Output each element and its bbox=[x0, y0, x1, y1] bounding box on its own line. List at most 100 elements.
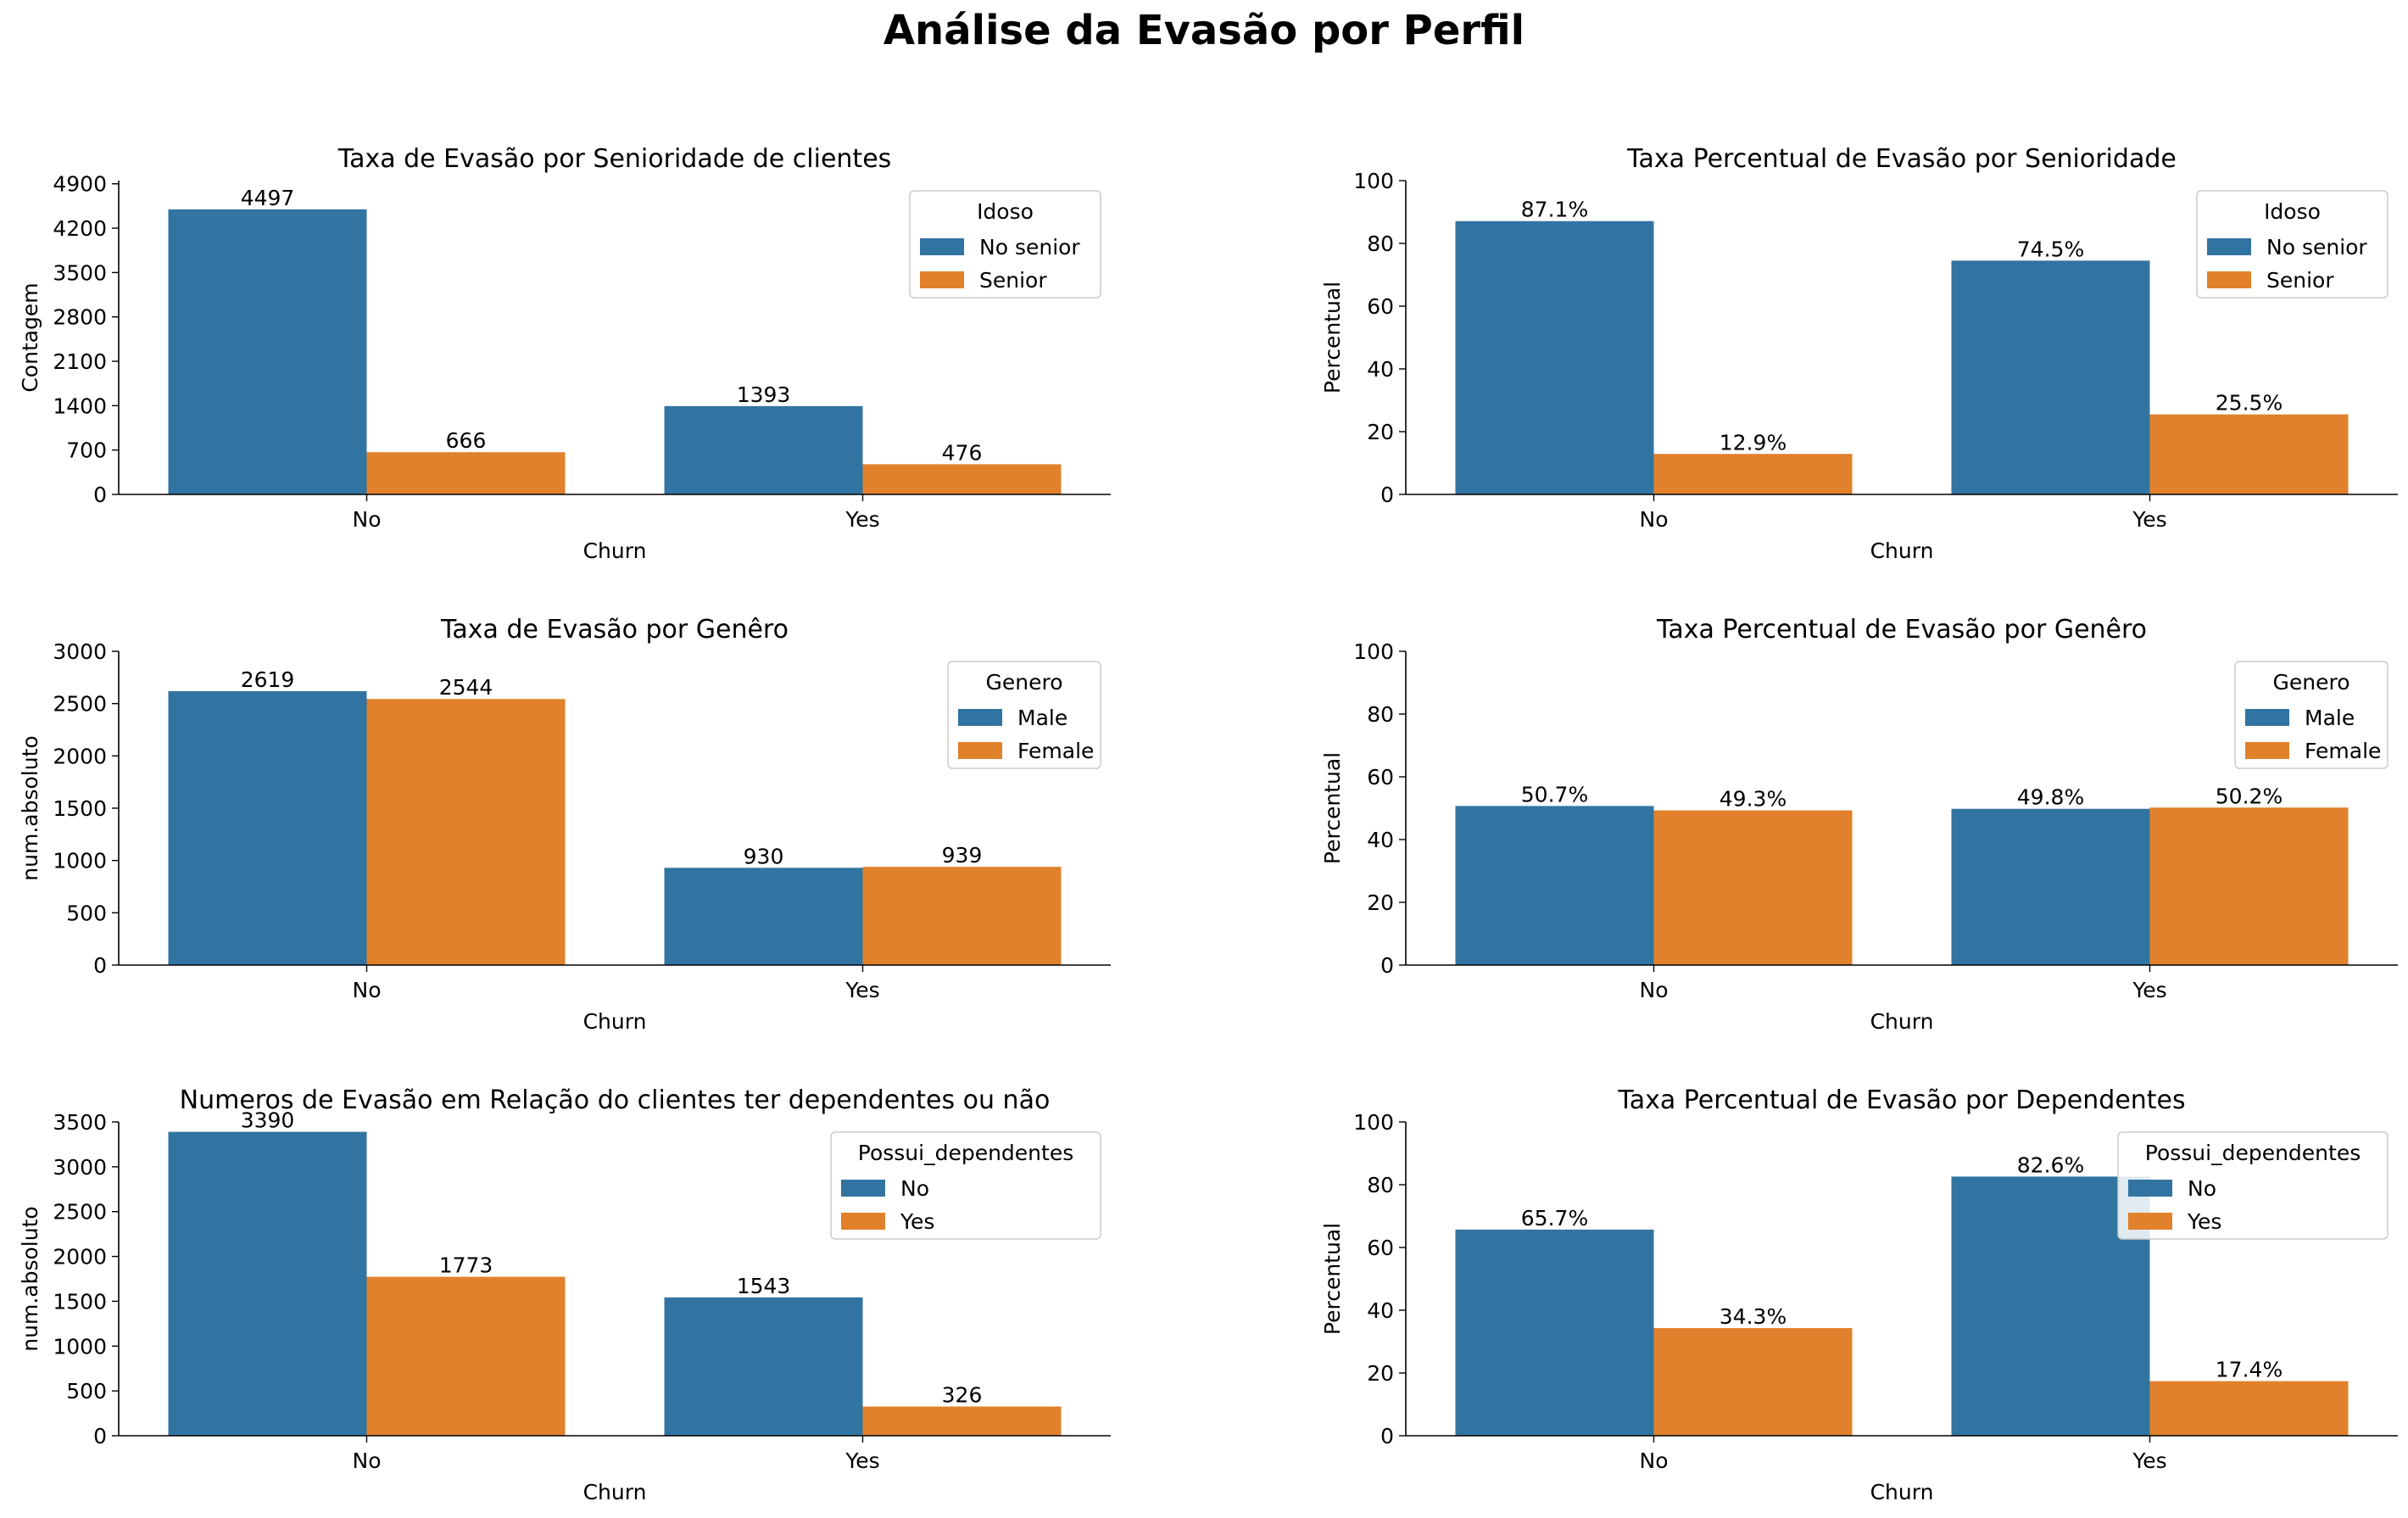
y-tick-label: 500 bbox=[66, 1379, 107, 1404]
legend-box bbox=[2117, 1131, 2388, 1240]
legend-swatch bbox=[958, 742, 1002, 759]
y-tick-label: 0 bbox=[1380, 483, 1394, 507]
bar-value-label: 4497 bbox=[241, 186, 295, 210]
y-axis-label: Percentual bbox=[1320, 752, 1345, 864]
legend-label: No bbox=[2188, 1176, 2216, 1201]
bar-value-label: 87.1% bbox=[1521, 198, 1588, 222]
subplot-2: 87.1% 74.5% 12.9% 25.5% 0 20 40 60 80 100 No Yes Chu… bbox=[1320, 144, 2398, 563]
y-tick-label: 60 bbox=[1367, 294, 1394, 319]
legend-box bbox=[947, 661, 1101, 769]
bar-value-label: 25.5% bbox=[2216, 391, 2283, 416]
y-tick-label: 20 bbox=[1367, 890, 1394, 915]
bar-female-yes bbox=[2149, 807, 2349, 965]
y-tick-label: 100 bbox=[1353, 169, 1394, 193]
y-tick-label: 2500 bbox=[53, 1200, 107, 1225]
y-tick-label: 1000 bbox=[53, 1334, 107, 1359]
y-tick-label: 1400 bbox=[53, 393, 107, 418]
x-axis-label: Churn bbox=[583, 1480, 647, 1504]
legend-label: Senior bbox=[979, 268, 1047, 293]
bar-value-label: 1773 bbox=[439, 1253, 493, 1278]
legend-box bbox=[2234, 661, 2388, 769]
legend: Genero Male Female bbox=[2234, 661, 2388, 769]
y-tick-label: 80 bbox=[1367, 232, 1394, 256]
x-axis-label: Churn bbox=[1870, 539, 1934, 563]
legend-swatch bbox=[2245, 742, 2289, 759]
bar-value-label: 65.7% bbox=[1521, 1206, 1588, 1231]
bar-value-label: 1543 bbox=[737, 1274, 791, 1298]
y-axis-label: Percentual bbox=[1320, 1223, 1345, 1335]
legend-title: Possui_dependentes bbox=[858, 1141, 1073, 1165]
subplot-title: Taxa de Evasão por Genêro bbox=[440, 615, 789, 645]
bar-yes-no bbox=[366, 1276, 566, 1436]
y-tick-label: 60 bbox=[1367, 765, 1394, 790]
y-tick-label: 1500 bbox=[53, 796, 107, 821]
y-axis-label: num.absoluto bbox=[18, 735, 42, 880]
bar-no-senior-yes bbox=[1951, 260, 2150, 494]
legend-swatch bbox=[2128, 1180, 2172, 1197]
bar-value-label: 2544 bbox=[439, 675, 493, 700]
legend-title: Genero bbox=[2272, 670, 2349, 695]
bar-senior-no bbox=[1653, 454, 1853, 494]
y-tick-label: 3500 bbox=[53, 260, 107, 285]
y-axis-label: Percentual bbox=[1320, 282, 1345, 393]
legend: Idoso No senior Senior bbox=[2196, 190, 2388, 299]
y-tick-label: 0 bbox=[1380, 1424, 1394, 1448]
y-tick-label: 4200 bbox=[53, 216, 107, 241]
legend-label: Female bbox=[2305, 739, 2381, 763]
bar-value-label: 50.2% bbox=[2216, 784, 2283, 808]
x-tick-label: No bbox=[353, 978, 382, 1002]
bar-yes-no bbox=[1653, 1328, 1853, 1436]
y-tick-label: 40 bbox=[1367, 357, 1394, 382]
x-tick-label: Yes bbox=[2132, 1448, 2166, 1473]
bar-value-label: 3390 bbox=[241, 1108, 295, 1133]
bar-male-no bbox=[168, 690, 367, 965]
bar-female-yes bbox=[862, 867, 1062, 965]
legend-box bbox=[909, 190, 1101, 299]
y-tick-label: 3000 bbox=[53, 1155, 107, 1180]
x-tick-label: Yes bbox=[844, 978, 879, 1002]
legend-label: Yes bbox=[900, 1209, 934, 1234]
bar-yes-yes bbox=[862, 1406, 1062, 1436]
y-tick-label: 500 bbox=[66, 901, 107, 925]
bar-male-no bbox=[1455, 806, 1654, 965]
x-tick-label: Yes bbox=[2132, 978, 2166, 1002]
bar-value-label: 939 bbox=[942, 843, 983, 868]
y-tick-label: 80 bbox=[1367, 702, 1394, 727]
y-tick-label: 60 bbox=[1367, 1236, 1394, 1260]
x-axis-label: Churn bbox=[1870, 1009, 1934, 1034]
legend-title: Possui_dependentes bbox=[2145, 1141, 2361, 1165]
bar-senior-yes bbox=[2149, 414, 2349, 494]
y-axis-label: Contagem bbox=[18, 282, 42, 392]
legend-swatch bbox=[2207, 238, 2251, 255]
x-axis-label: Churn bbox=[1870, 1480, 1934, 1504]
legend-label: Yes bbox=[2187, 1209, 2221, 1234]
x-tick-label: No bbox=[353, 1448, 382, 1473]
y-tick-label: 2800 bbox=[53, 305, 107, 330]
bar-value-label: 2619 bbox=[241, 667, 295, 692]
bar-value-label: 326 bbox=[942, 1383, 983, 1408]
bar-no-yes bbox=[664, 1297, 863, 1436]
legend-title: Genero bbox=[985, 670, 1062, 695]
x-tick-label: Yes bbox=[2132, 507, 2166, 532]
y-tick-label: 40 bbox=[1367, 1298, 1394, 1323]
y-tick-label: 2500 bbox=[53, 692, 107, 717]
legend: Possui_dependentes No Yes bbox=[2117, 1131, 2388, 1240]
bar-male-yes bbox=[1951, 808, 2150, 965]
x-axis-label: Churn bbox=[583, 1009, 647, 1034]
y-tick-label: 40 bbox=[1367, 828, 1394, 852]
legend-swatch bbox=[841, 1180, 885, 1197]
x-axis-label: Churn bbox=[583, 539, 647, 563]
y-tick-label: 100 bbox=[1353, 1110, 1394, 1135]
y-tick-label: 2000 bbox=[53, 744, 107, 768]
bar-value-label: 82.6% bbox=[2017, 1152, 2084, 1177]
legend-label: Senior bbox=[2266, 268, 2334, 293]
y-tick-label: 0 bbox=[93, 953, 107, 978]
y-tick-label: 1000 bbox=[53, 849, 107, 873]
subplot-title: Taxa de Evasão por Senioridade de client… bbox=[337, 144, 892, 174]
legend-swatch bbox=[958, 709, 1002, 726]
subplot-title: Taxa Percentual de Evasão por Dependente… bbox=[1617, 1085, 2185, 1115]
bar-value-label: 666 bbox=[446, 428, 487, 453]
y-tick-label: 0 bbox=[1380, 953, 1394, 978]
y-tick-label: 2000 bbox=[53, 1245, 107, 1270]
